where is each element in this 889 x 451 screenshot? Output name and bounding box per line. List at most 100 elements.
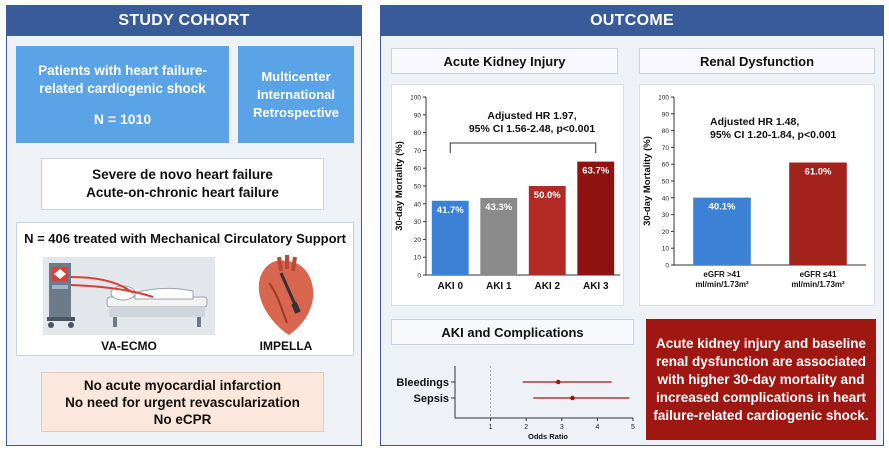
- impella-label: IMPELLA: [259, 339, 313, 353]
- study-cohort-header: STUDY COHORT: [7, 6, 361, 36]
- forest-x-tick-label: 5: [631, 424, 635, 431]
- aki-ci-annotation: 95% CI 1.56-2.48, p<0.001: [469, 123, 596, 135]
- forest-row-label: Bleedings: [396, 377, 449, 389]
- aki-mortality-chart: 0 10 20 30 40 50 60 70 80 90 100 30-day Mortality (…: [394, 95, 620, 292]
- hf-acute-on-chronic: Acute-on-chronic heart failure: [86, 185, 279, 200]
- aki-y-tick-label: 10: [414, 255, 422, 262]
- renal-hr-annotation: Adjusted HR 1.48,: [710, 116, 799, 128]
- aki-bar: [528, 186, 566, 275]
- outcome-panel: OUTCOME Acute Kidney Injury Renal Dysfun…: [380, 5, 884, 446]
- forest-x-tick-label: 2: [524, 424, 528, 431]
- aki-bar: [480, 197, 518, 275]
- va-ecmo-illustration: [43, 257, 215, 335]
- aki-y-tick-label: 20: [414, 237, 422, 244]
- aki-y-tick-label: 70: [414, 148, 422, 155]
- aki-hr-annotation: Adjusted HR 1.97,: [487, 110, 576, 122]
- forest-row-label: Sepsis: [414, 393, 449, 405]
- renal-bar: [693, 197, 751, 265]
- mcs-box: N = 406 treated with Mechanical Circulat…: [16, 222, 354, 356]
- aki-y-tick-label: 80: [414, 130, 422, 137]
- forest-x-tick-label: 3: [560, 424, 564, 431]
- renal-mortality-chart: 0 10 20 30 40 50 60 70 80 90 100 30-day Mortality (…: [642, 95, 866, 289]
- aki-y-tick-label: 40: [414, 201, 422, 208]
- renal-y-tick-label: 80: [662, 128, 670, 135]
- renal-category-label: ml/min/1.73m²: [791, 280, 845, 289]
- aki-y-tick-label: 0: [417, 273, 421, 280]
- aki-bar: [577, 161, 615, 275]
- conclusion-line3: with higher 30-day mortality and: [657, 371, 865, 387]
- renal-ci-annotation: 95% CI 1.20-1.84, p<0.001: [710, 129, 837, 141]
- conclusion-line4: increased complications in heart: [655, 389, 867, 405]
- aki-bar-value-label: 63.7%: [582, 166, 609, 177]
- renal-y-tick-label: 70: [662, 145, 670, 152]
- renal-chart-area: 0 10 20 30 40 50 60 70 80 90 100 30-day Mortality (…: [639, 84, 875, 306]
- impella-illustration: [251, 253, 321, 337]
- conclusion-line2: renal dysfunction are associated: [655, 353, 867, 369]
- aki-category-label: AKI 3: [583, 281, 609, 292]
- patients-line2: related cardiogenic shock: [39, 80, 206, 96]
- renal-y-tick-label: 20: [662, 229, 670, 236]
- renal-y-tick-label: 0: [665, 263, 669, 270]
- conclusion-line5: failure-related cardiogenic shock.: [653, 407, 869, 423]
- va-ecmo-icon: [47, 263, 208, 328]
- aki-category-label: AKI 0: [437, 281, 463, 292]
- aki-chart-area: 0 10 20 30 40 50 60 70 80 90 100 30-day Mortality (…: [391, 84, 624, 306]
- exclusion-no-ecpr: No eCPR: [153, 411, 212, 427]
- aki-y-tick-label: 90: [414, 112, 422, 119]
- forest-x-axis-label: Odds Ratio: [528, 432, 568, 441]
- patients-line1: Patients with heart failure-: [38, 62, 207, 78]
- conclusion-line1: Acute kidney injury and baseline: [655, 335, 867, 351]
- forest-x-tick-label: 1: [489, 424, 493, 431]
- aki-bar-value-label: 50.0%: [534, 190, 561, 201]
- aki-y-tick-label: 100: [410, 95, 421, 102]
- outcome-header: OUTCOME: [381, 6, 883, 36]
- renal-bar-value-label: 61.0%: [805, 167, 832, 178]
- hf-de-novo: Severe de novo heart failure: [92, 167, 273, 182]
- aki-category-label: AKI 1: [486, 281, 512, 292]
- aki-chart-title: Acute Kidney Injury: [391, 48, 618, 74]
- aki-y-tick-label: 50: [414, 184, 422, 191]
- renal-y-axis-label: 30-day Mortality (%): [642, 136, 653, 226]
- renal-chart-title: Renal Dysfunction: [639, 48, 875, 74]
- aki-bar-value-label: 41.7%: [437, 205, 464, 216]
- exclusion-no-revascularization: No need for urgent revascularization: [65, 394, 300, 410]
- renal-y-tick-label: 40: [662, 195, 670, 202]
- heart-failure-types-box: Severe de novo heart failure Acute-on-ch…: [41, 158, 324, 210]
- design-retrospective: Retrospective: [253, 104, 339, 120]
- exclusion-criteria-box: No acute myocardial infarction No need f…: [41, 372, 324, 432]
- forest-plot-area: 1 2 3 4 5 Odds Ratio Bleedings Sepsis: [381, 348, 639, 442]
- renal-bar: [789, 162, 847, 265]
- patients-box: Patients with heart failure- related car…: [16, 46, 229, 143]
- forest-x-tick-label: 4: [595, 424, 599, 431]
- heart-icon: [258, 255, 314, 335]
- va-ecmo-label: VA-ECMO: [101, 339, 157, 353]
- complications-forest-plot: 1 2 3 4 5 Odds Ratio Bleedings Sepsis: [396, 366, 635, 441]
- exclusion-no-ami: No acute myocardial infarction: [83, 377, 282, 393]
- patients-count: N = 1010: [93, 110, 152, 127]
- renal-y-tick-label: 60: [662, 162, 670, 169]
- forest-point-estimate: [555, 379, 561, 385]
- aki-y-tick-label: 30: [414, 219, 422, 226]
- study-cohort-panel: STUDY COHORT Patients with heart failure…: [6, 5, 362, 446]
- study-design-box: Multicenter International Retrospective: [238, 46, 354, 143]
- aki-y-axis-label: 30-day Mortality (%): [394, 141, 405, 231]
- renal-y-tick-label: 50: [662, 179, 670, 186]
- renal-y-tick-label: 90: [662, 111, 670, 118]
- design-international: International: [256, 86, 335, 102]
- aki-y-tick-label: 60: [414, 166, 422, 173]
- forest-point-estimate: [570, 395, 575, 401]
- complications-chart-title: AKI and Complications: [391, 319, 634, 345]
- renal-category-label: ml/min/1.73m²: [695, 280, 749, 289]
- design-multicenter: Multicenter: [261, 68, 331, 84]
- aki-bar-value-label: 43.3%: [485, 202, 512, 213]
- renal-bar-value-label: 40.1%: [709, 202, 736, 213]
- renal-y-tick-label: 10: [662, 246, 670, 253]
- renal-y-tick-label: 30: [662, 212, 670, 219]
- mcs-title: N = 406 treated with Mechanical Circulat…: [24, 231, 346, 246]
- renal-category-label: eGFR >41: [703, 270, 741, 279]
- renal-category-label: eGFR ≤41: [800, 270, 837, 279]
- aki-category-label: AKI 2: [534, 281, 560, 292]
- aki-comparison-bracket: [449, 142, 597, 153]
- renal-y-tick-label: 100: [658, 95, 669, 102]
- conclusion-box: Acute kidney injury and baseline renal d…: [646, 319, 876, 440]
